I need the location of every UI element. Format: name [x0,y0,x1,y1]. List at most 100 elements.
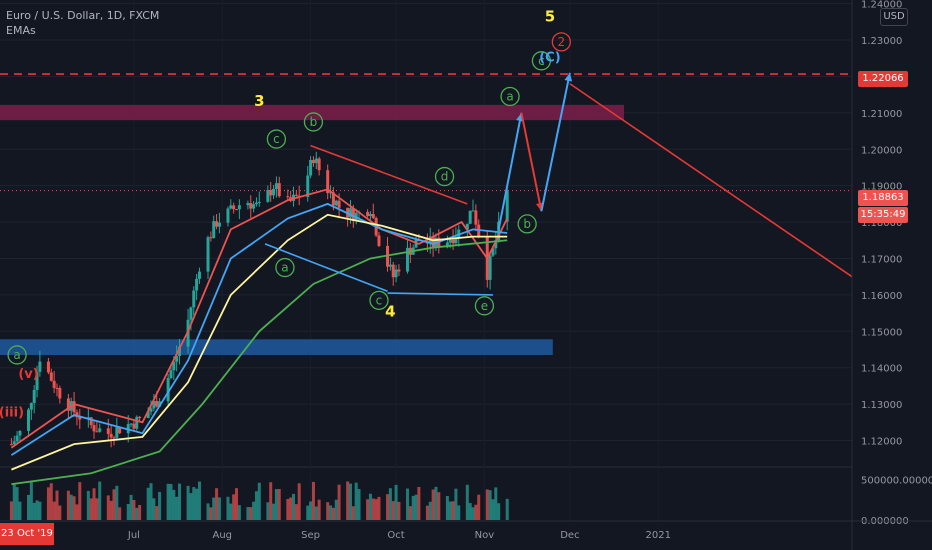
volume-bar [232,494,236,520]
volume-bar [197,481,201,520]
indicator-label[interactable]: EMAs [6,24,36,37]
candle-body [52,380,56,388]
volume-bar [115,485,119,520]
volume-bar [428,501,432,520]
volume-bar [374,499,378,520]
volume-bar [386,494,390,520]
candle-body [32,389,36,403]
candle-body [49,372,53,381]
wave-circle [531,51,552,71]
volume-bar [371,498,375,520]
volume-bar [78,482,82,520]
price-tick-label: 1.20000 [861,145,902,156]
candle-body [189,307,193,320]
price-axis[interactable]: 1.240001.230001.220001.210001.200001.190… [851,0,932,550]
candle-body [474,210,478,225]
volume-bar [55,490,59,520]
candle-body [217,222,221,227]
candle-body [197,271,201,279]
candle-body [35,371,39,390]
wave-circle [266,129,287,149]
price-tick-label: 1.13000 [861,400,902,411]
time-tick-label: Aug [212,530,232,541]
candle-body [149,408,153,412]
volume-bar [138,505,142,520]
candle-body [351,208,355,222]
candle-body [46,361,50,373]
volume-bar [269,482,273,520]
candle-body [212,221,216,239]
volume-bar [206,503,210,520]
candle-body [277,183,281,197]
volume-bar [354,482,358,520]
wave-label: 4 [385,302,395,320]
wave-circle [275,257,295,278]
volume-bar [257,482,261,520]
volume-bar [337,484,341,520]
projection-segment [540,72,571,212]
volume-bar [297,483,301,520]
volume-bar [26,494,30,520]
wave-label: c [273,132,280,146]
candle-body [252,204,256,209]
candle-body [497,221,501,241]
support-zone [0,339,553,355]
candle-body [249,203,253,209]
volume-bar [491,499,495,520]
candle-body [377,235,381,246]
price-tick-label: 1.14000 [861,364,902,375]
projection-segment [520,112,543,212]
time-tick-label: Nov [475,530,495,541]
volume-bar [92,488,96,520]
time-tick-label: Dec [560,530,579,541]
volume-bar [58,505,62,520]
wave-label: (v) [18,367,38,382]
currency-button[interactable]: USD [880,8,908,26]
candle-body [237,205,241,210]
volume-bar [152,498,156,520]
volume-bar [169,483,173,520]
candle-body [158,401,162,407]
volume-bar [505,498,509,520]
target-price-tag: 1.22066 [858,71,908,87]
volume-bar [89,498,93,520]
volume-bar [178,483,182,520]
volume-bar [394,484,398,520]
time-axis[interactable]: Jul Aug Sep Oct Nov Dec 2021 [0,520,932,541]
trendline [264,243,388,292]
volume-bar [118,507,122,520]
volume-bar [357,489,361,520]
volume-bar [69,494,73,520]
candle-body [326,170,330,194]
candle-body [348,208,352,218]
price-tick-label: 1.18000 [861,218,902,229]
candle-body [169,370,173,379]
level-lines [0,73,852,192]
ema-line-1 [10,188,509,449]
volume-bar [431,489,435,520]
candle-body [226,208,230,223]
candle-body [192,290,196,308]
volume-bar [497,503,501,520]
volume-bar [46,487,50,520]
candle-body [72,401,76,413]
volume-bar [414,494,418,520]
candle-body [337,200,341,208]
volume-bar [445,495,449,520]
volume-bar [155,506,159,520]
trendline [387,292,493,296]
candle-body [457,229,461,238]
candle-body [106,428,110,434]
volume-bar [229,503,233,520]
wave-label: (iii) [0,405,24,420]
candle-body [135,416,139,429]
volume-bar [132,500,136,520]
wave-label: b [523,217,531,231]
volume-bar [32,502,36,520]
candle-body [329,192,333,194]
candle-body [465,223,469,230]
volume-bar [351,506,355,520]
volume-bar [158,491,162,520]
volume-bar [274,489,278,520]
